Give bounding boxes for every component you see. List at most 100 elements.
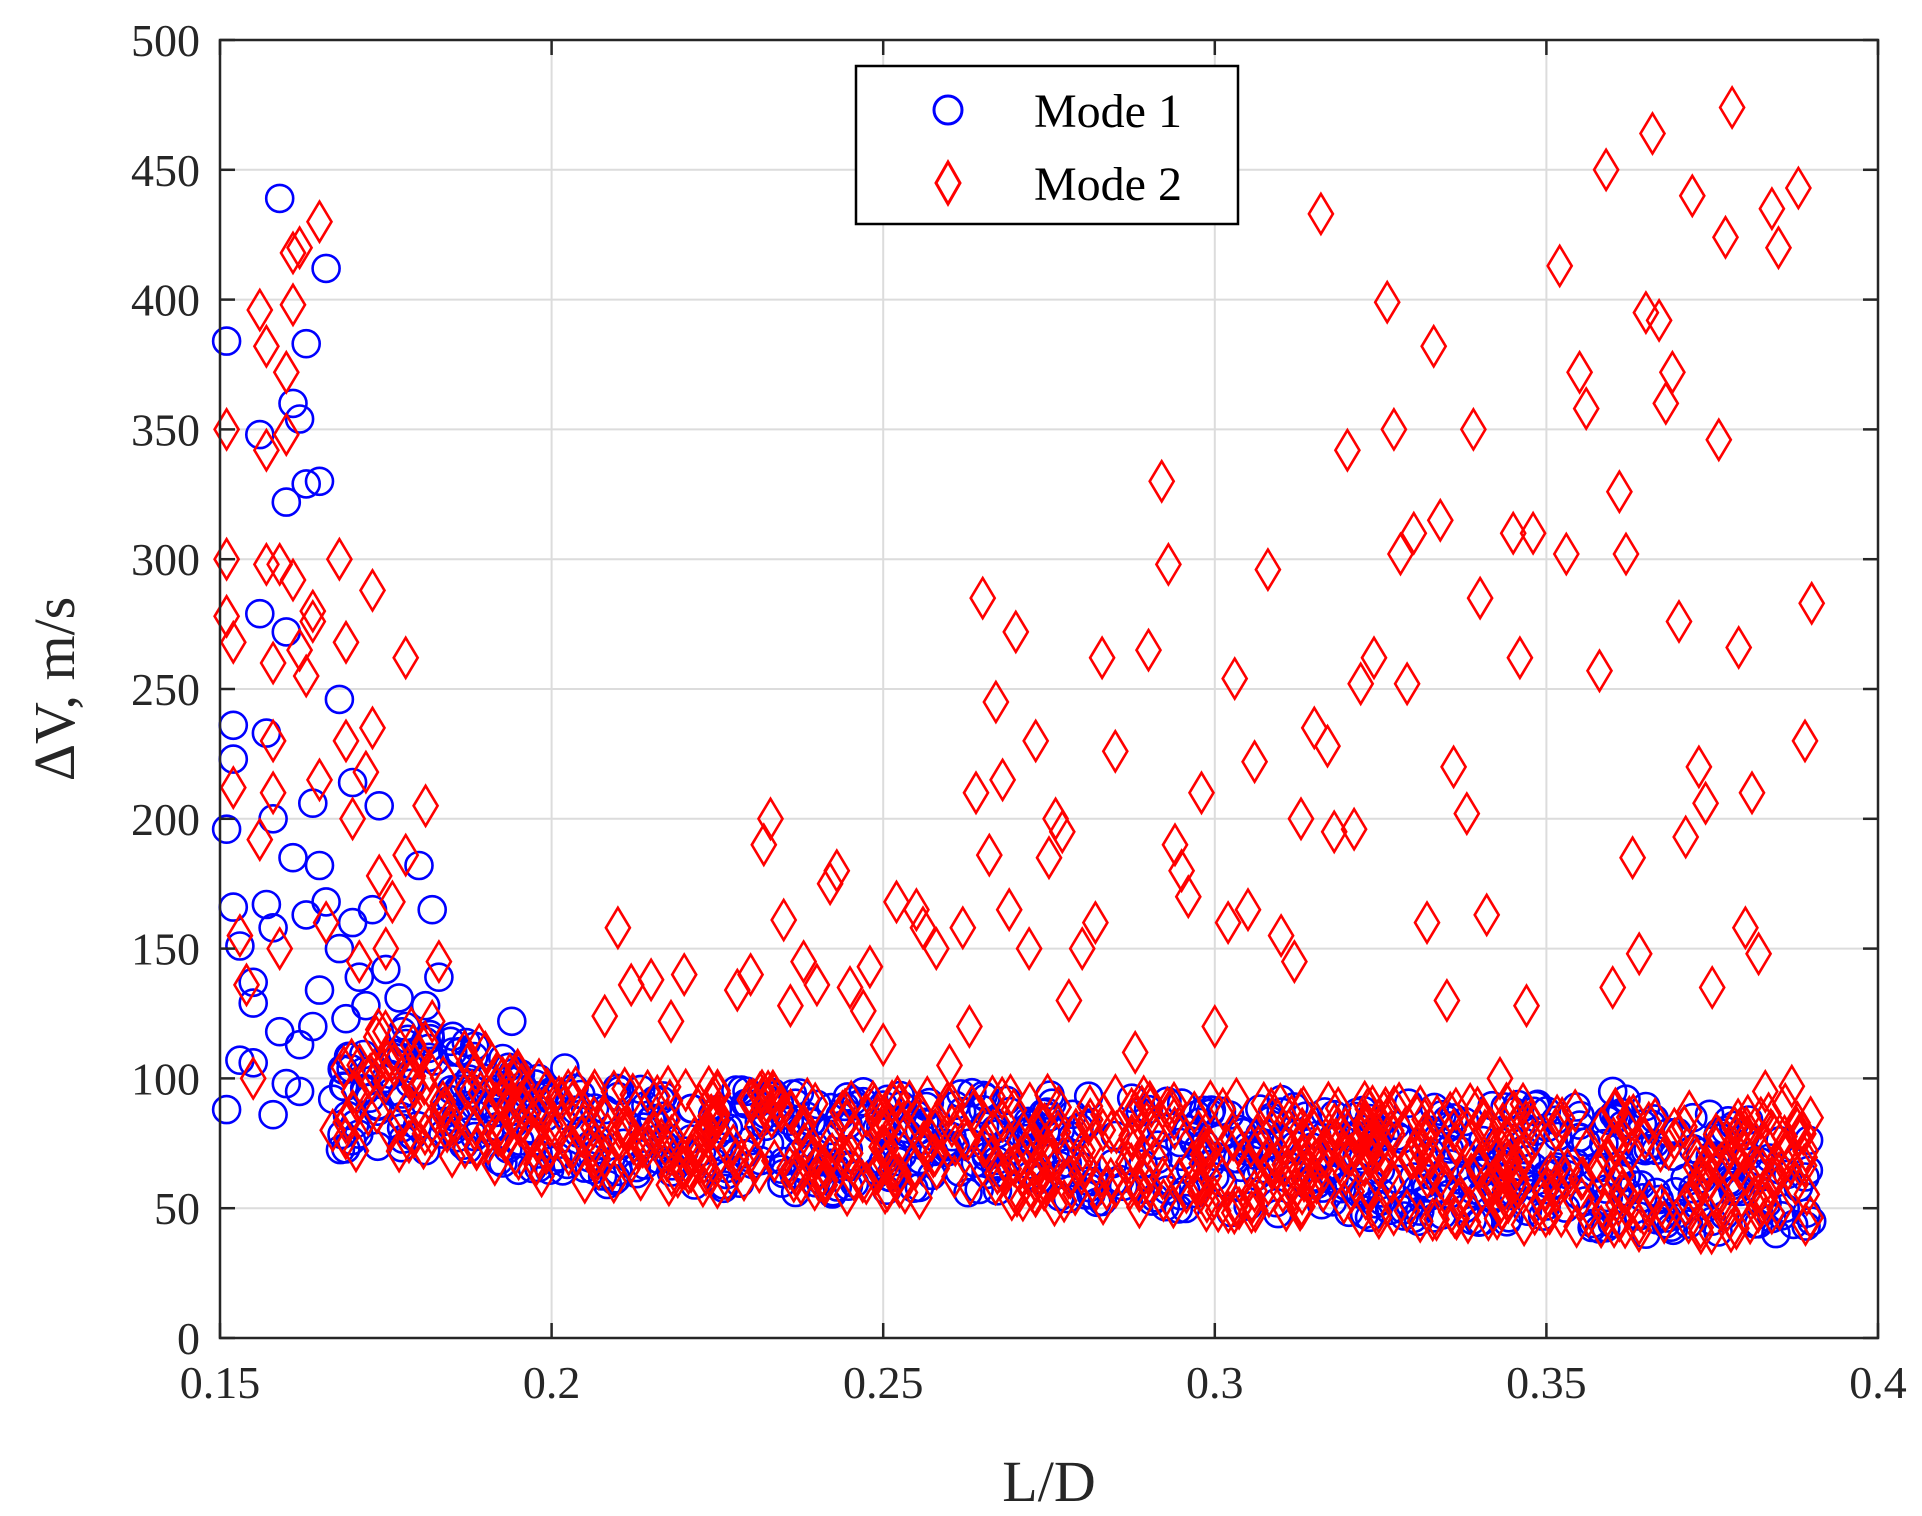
mode-2-point bbox=[438, 1133, 466, 1179]
mode-2-point bbox=[910, 1119, 938, 1165]
mode-2-point bbox=[1546, 243, 1574, 289]
mode-2-point bbox=[1569, 1155, 1597, 1201]
mode-2-point bbox=[398, 1055, 426, 1101]
mode-2-point bbox=[1600, 1203, 1628, 1250]
mode-2-point bbox=[458, 1068, 486, 1114]
mode-2-point bbox=[1766, 1186, 1794, 1232]
mode-2-point bbox=[674, 1150, 703, 1196]
mode-2-point bbox=[1121, 1029, 1149, 1075]
y-tick-labels: 0 50 100 150 200 250 300 350 400 450 500 bbox=[131, 15, 200, 1364]
mode-2-point bbox=[325, 536, 353, 582]
y-axis-label: ΔV, m/s bbox=[22, 597, 87, 782]
mode-2-point bbox=[1435, 1135, 1463, 1181]
mode-2-point bbox=[213, 406, 241, 452]
mode-2-point bbox=[1599, 1116, 1628, 1162]
mode-2-point bbox=[266, 541, 294, 587]
mode-2-point bbox=[799, 1134, 828, 1180]
mode-2-point bbox=[1234, 887, 1262, 933]
mode-2-point bbox=[737, 952, 765, 998]
mode-2-point bbox=[1244, 1124, 1272, 1170]
mode-2-point bbox=[279, 282, 307, 328]
mode-2-point bbox=[1405, 1119, 1433, 1165]
mode-2-point bbox=[500, 1089, 528, 1135]
mode-1-point bbox=[291, 469, 322, 499]
mode-2-point bbox=[213, 536, 241, 582]
mode-2-point bbox=[1365, 1195, 1393, 1241]
mode-2-point bbox=[635, 1114, 663, 1160]
mode-2-point bbox=[836, 964, 864, 1011]
mode-2-point bbox=[1698, 1210, 1726, 1256]
mode-2-point bbox=[1331, 1129, 1359, 1175]
mode-2-point bbox=[1587, 1204, 1615, 1250]
mode-2-point bbox=[1280, 939, 1308, 985]
mode-2-point bbox=[1759, 1155, 1787, 1201]
mode-2-point bbox=[1764, 225, 1793, 271]
mode-2-point bbox=[1755, 1091, 1783, 1137]
mode-1-point bbox=[384, 983, 414, 1013]
mode-2-point bbox=[425, 939, 453, 985]
mode-2-point bbox=[1483, 1195, 1511, 1242]
mode-2-point bbox=[378, 879, 406, 925]
mode-2-point bbox=[219, 765, 247, 811]
mode-2-point bbox=[962, 770, 990, 816]
legend-marker-mode-2 bbox=[934, 158, 962, 208]
mode-1-point bbox=[211, 1094, 242, 1125]
mode-2-point bbox=[1748, 1147, 1776, 1193]
mode-2-point bbox=[1137, 1107, 1166, 1153]
mode-2-point bbox=[1102, 1109, 1131, 1155]
mode-1-point bbox=[496, 1006, 527, 1037]
mode-2-point bbox=[463, 1123, 491, 1169]
mode-2-point bbox=[1725, 624, 1753, 671]
mode-2-point bbox=[1022, 718, 1050, 764]
mode-2-point bbox=[1572, 386, 1600, 432]
mode-2-point bbox=[1400, 510, 1428, 556]
mode-2-point bbox=[1320, 809, 1348, 855]
mode-2-point bbox=[831, 1087, 859, 1133]
mode-2-point bbox=[1566, 349, 1594, 395]
mode-2-point bbox=[1615, 1109, 1643, 1155]
mode-2-point bbox=[1586, 1150, 1614, 1196]
mode-2-point bbox=[832, 1097, 860, 1143]
mode-2-point bbox=[482, 1063, 510, 1109]
mode-2-point bbox=[1638, 110, 1667, 157]
mode-2-point bbox=[1635, 1100, 1663, 1146]
mode-2-point bbox=[430, 1085, 458, 1131]
mode-2-point bbox=[1709, 1176, 1737, 1222]
mode-2-point bbox=[921, 1132, 949, 1178]
mode-2-point bbox=[1068, 1127, 1097, 1173]
mode-2-point bbox=[1186, 1169, 1214, 1215]
y-tick-label: 350 bbox=[131, 404, 200, 455]
mode-2-point bbox=[246, 287, 274, 333]
mode-2-point bbox=[869, 1022, 897, 1068]
mode-2-point bbox=[1149, 1177, 1178, 1223]
mode-2-point bbox=[766, 1083, 794, 1129]
mode-2-point bbox=[1406, 1198, 1434, 1244]
mode-2-point bbox=[1332, 1151, 1360, 1197]
mode-2-point bbox=[918, 1117, 946, 1164]
legend-label-mode-2: Mode 2 bbox=[1034, 158, 1182, 211]
mode-2-point bbox=[392, 635, 420, 681]
mode-2-point bbox=[776, 983, 804, 1029]
mode-2-point bbox=[363, 1089, 391, 1135]
y-tick-label: 200 bbox=[131, 794, 200, 845]
mode-2-point bbox=[1255, 1113, 1283, 1159]
mode-2-point bbox=[1758, 186, 1786, 232]
mode-2-point bbox=[1125, 1184, 1153, 1230]
mode-2-point bbox=[1220, 1190, 1248, 1236]
mode-2-point bbox=[392, 832, 420, 878]
mode-2-point bbox=[1592, 147, 1620, 193]
mode-2-point bbox=[609, 1105, 638, 1151]
mode-1-point bbox=[284, 404, 315, 434]
mode-2-point bbox=[1548, 1095, 1576, 1141]
mode-2-point bbox=[339, 796, 367, 842]
mode-2-point bbox=[746, 1070, 774, 1116]
mode-2-point bbox=[886, 1121, 914, 1167]
mode-2-point bbox=[1696, 1136, 1724, 1182]
mode-2-point bbox=[1097, 1109, 1125, 1155]
mode-2-point bbox=[380, 1042, 408, 1088]
mode-2-point bbox=[338, 1037, 366, 1083]
mode-2-point bbox=[1214, 900, 1242, 946]
mode-2-point bbox=[670, 952, 698, 998]
mode-2-point bbox=[1687, 1204, 1715, 1250]
mode-2-point bbox=[1459, 406, 1487, 452]
